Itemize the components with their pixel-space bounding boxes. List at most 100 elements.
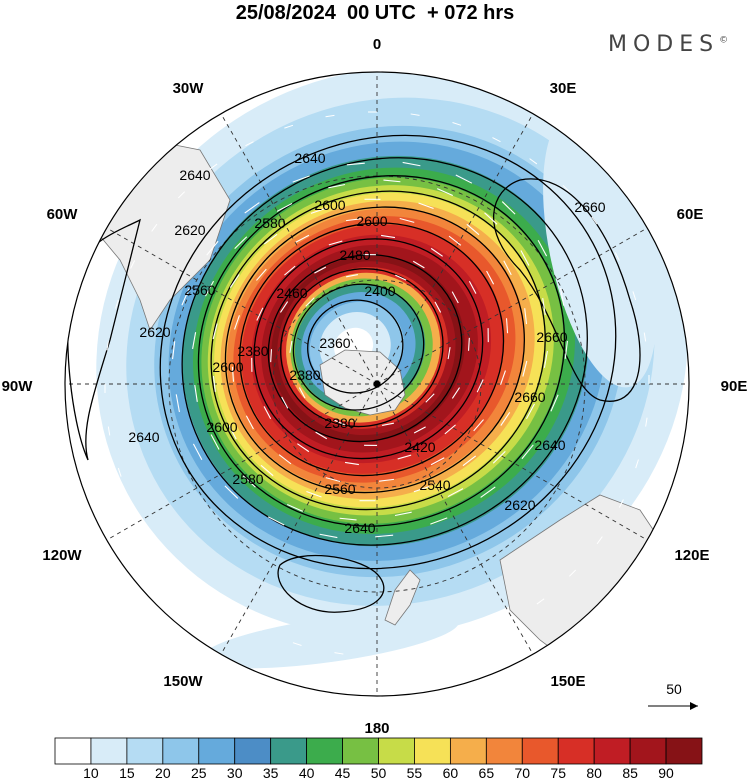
- wind-arrow: [476, 379, 484, 393]
- wind-arrow: [292, 642, 302, 646]
- wind-arrow: [212, 375, 216, 392]
- contour-label: 2420: [404, 439, 435, 455]
- logo-text: MODES: [608, 32, 720, 57]
- wind-arrow: [334, 652, 344, 655]
- wind-arrow: [281, 396, 289, 409]
- wind-arrow: [525, 403, 535, 420]
- wind-arrow: [295, 234, 310, 243]
- longitude-label: 150W: [163, 673, 203, 690]
- colorbar-tick-label: 70: [514, 765, 530, 781]
- wind-arrow: [210, 434, 220, 450]
- wind-arrow: [375, 534, 394, 538]
- wind-arrow: [134, 507, 140, 516]
- colorbar-tick-label: 25: [191, 765, 207, 781]
- contour-label: 2660: [574, 199, 605, 215]
- colorbar-swatch: [629, 737, 667, 765]
- wind-arrow: [397, 454, 412, 460]
- colorbar-tick-label: 60: [443, 765, 459, 781]
- longitude-label: 60W: [47, 206, 79, 223]
- height-contour: [280, 268, 444, 428]
- colorbar-swatch: [270, 737, 308, 765]
- wind-arrow: [430, 517, 448, 525]
- wind-arrow: [256, 307, 264, 321]
- wind-arrow: [177, 191, 186, 199]
- wind-arrow: [325, 114, 335, 118]
- contour-label: 2380: [237, 343, 268, 359]
- colorbar: 10 15 20 25 30 35 40 45 50 55 60 65 70 75 80 85 90: [54, 737, 703, 781]
- contour-label: 2580: [254, 215, 285, 231]
- longitude-label: 30W: [173, 80, 205, 97]
- colorbar-tick-label: 90: [658, 765, 674, 781]
- wind-arrow: [130, 260, 136, 269]
- wind-vectors: [104, 111, 650, 657]
- wind-reference-label: 50: [666, 681, 682, 697]
- wind-arrow: [564, 340, 568, 359]
- wind-arrow: [444, 424, 456, 435]
- colorbar-tick-label: 35: [263, 765, 279, 781]
- wind-arrow: [455, 174, 473, 184]
- wind-band: [201, 611, 459, 669]
- colorbar-swatch: [485, 737, 523, 765]
- wind-arrow: [430, 457, 445, 466]
- contour-label: 2480: [339, 247, 370, 263]
- height-contour: [210, 190, 546, 511]
- height-contour: [239, 222, 505, 477]
- colorbar-swatch: [342, 737, 379, 765]
- height-contour-high-south: [277, 554, 385, 613]
- colorbar-swatch: [378, 737, 415, 765]
- longitude-label: 0: [373, 36, 381, 53]
- contour-label: 2640: [294, 150, 325, 166]
- chart-title: 25/08/2024 00 UTC + 072 hrs: [235, 2, 515, 24]
- wind-arrow: [328, 183, 346, 189]
- wind-arrow: [234, 236, 248, 250]
- wind-arrow: [536, 598, 545, 605]
- wind-arrow: [500, 621, 509, 627]
- wind-arrow: [224, 485, 239, 499]
- meridian: [106, 227, 378, 385]
- wind-arrow: [242, 475, 256, 488]
- wind-arrow: [451, 387, 461, 399]
- wind-arrow: [184, 575, 192, 584]
- wind-arrow: [256, 268, 267, 281]
- wind-arrow: [346, 162, 365, 166]
- wind-arrow: [175, 394, 180, 413]
- colorbar-swatch: [306, 737, 343, 765]
- wind-arrow: [462, 455, 477, 467]
- contour-label: 2620: [504, 497, 535, 513]
- wind-arrow: [315, 431, 328, 440]
- modes-logo: MODES©: [608, 32, 728, 57]
- colorbar-swatch: [521, 737, 559, 765]
- meridian: [106, 383, 378, 541]
- wind-arrow: [263, 233, 278, 245]
- wind-arrow: [448, 235, 462, 246]
- height-contour-high-east: [493, 178, 641, 402]
- wind-arrow: [151, 223, 158, 232]
- wind-arrow: [591, 216, 598, 225]
- contour-label: 2640: [128, 429, 159, 445]
- wind-arrow: [192, 443, 203, 461]
- colorbar-tick-label: 75: [550, 765, 566, 781]
- contour-label: 2600: [356, 213, 387, 229]
- height-contour: [267, 254, 463, 443]
- wind-arrow: [473, 419, 484, 432]
- wind-arrow: [410, 113, 420, 116]
- wind-arrow: [645, 417, 648, 427]
- longitude-label: 30E: [550, 80, 577, 97]
- wind-arrow: [522, 360, 528, 377]
- wind-arrow: [287, 504, 304, 512]
- wind-arrow: [344, 461, 359, 466]
- colorbar-tick-label: 80: [586, 765, 602, 781]
- contour-labels: 2640 2640 2600 2580 2620 2560 2480 2460 2400 2360…: [128, 150, 605, 536]
- wind-arrow: [436, 188, 453, 196]
- wind-arrow: [314, 266, 327, 274]
- wind-arrow: [306, 491, 322, 498]
- wind-arrow: [382, 422, 394, 426]
- wind-arrow: [537, 239, 548, 257]
- longitude-label: 90W: [2, 378, 34, 395]
- wind-arrow: [503, 260, 512, 276]
- wind-arrow: [346, 274, 358, 278]
- contour-label: 2600: [212, 359, 243, 375]
- wind-arrow: [115, 299, 119, 309]
- colorbar-swatch: [665, 737, 703, 765]
